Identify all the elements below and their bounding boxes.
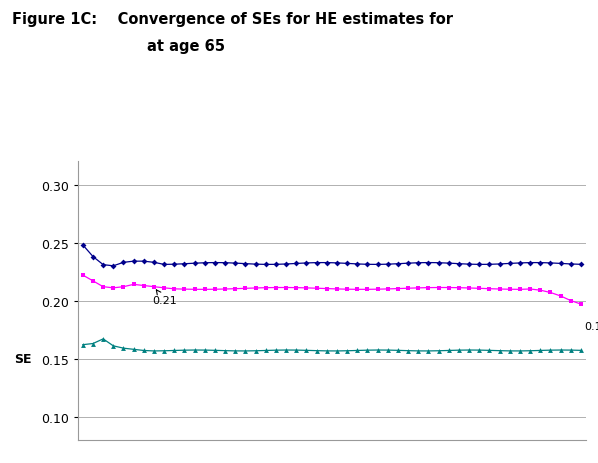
Text: at age 65: at age 65 [147,39,224,54]
Text: 0.1: 0.1 [584,321,598,332]
Text: Figure 1C:    Convergence of SEs for HE estimates for: Figure 1C: Convergence of SEs for HE est… [12,12,453,26]
Text: SE: SE [14,352,32,365]
Text: 0.21: 0.21 [152,290,176,306]
